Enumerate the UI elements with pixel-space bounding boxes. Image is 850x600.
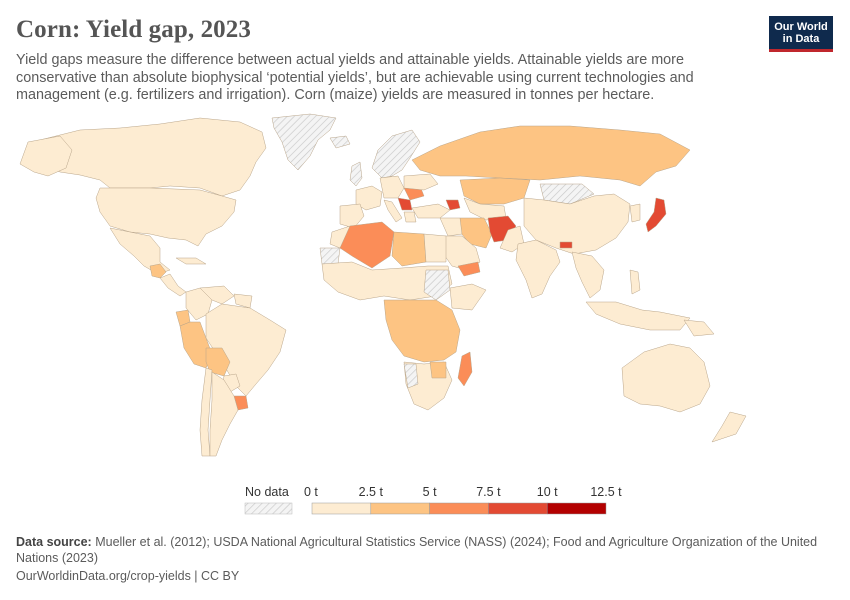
logo-line-2: in Data [782,33,820,45]
region-canada[interactable] [37,117,267,197]
legend-tick-label: 2.5 t [359,485,384,499]
source-line: Data source: Mueller et al. (2012); USDA… [16,534,826,566]
source-text: Mueller et al. (2012); USDA National Agr… [16,535,818,565]
legend-bin-0[interactable] [311,502,372,515]
region-zimbabwe[interactable] [429,361,447,379]
region-korea[interactable] [629,203,641,223]
region-papua[interactable] [683,319,715,337]
region-central-africa[interactable] [383,299,461,363]
region-japan[interactable] [645,197,667,233]
legend-tick-label: 5 t [423,485,437,499]
region-russia[interactable] [411,125,691,187]
source-url[interactable]: OurWorldinData.org/crop-yields | CC BY [16,569,240,583]
region-central-america[interactable] [159,273,187,297]
region-iraq-syria[interactable] [439,217,463,237]
region-mexico[interactable] [109,227,171,275]
region-france[interactable] [355,185,383,211]
legend-tick-label: 0 t [304,485,318,499]
region-turkey[interactable] [411,203,451,219]
logo-line-1: Our World [774,21,828,33]
region-alaska[interactable] [19,135,73,177]
region-philippines[interactable] [629,269,641,295]
legend-bin-2[interactable] [429,502,489,515]
region-southeast-asia[interactable] [571,251,605,299]
region-argentina[interactable] [209,371,239,457]
region-india[interactable] [515,239,561,299]
region-nepal[interactable] [559,241,573,249]
region-libya[interactable] [391,231,427,267]
chart-subtitle: Yield gaps measure the difference betwee… [16,52,694,103]
region-caucasus[interactable] [445,199,461,211]
source-label: Data source: [16,535,92,549]
region-iberia[interactable] [339,203,365,229]
region-indonesia[interactable] [585,301,691,331]
region-scandinavia[interactable] [371,129,421,179]
region-central-europe[interactable] [379,175,405,199]
region-china[interactable] [523,193,631,255]
legend: No data 0 t 2.5 t 5 t 7.5 t 10 t 12.5 t [244,485,622,515]
region-usa[interactable] [95,187,237,247]
region-italy[interactable] [383,199,403,223]
chart-title: Corn: Yield gap, 2023 [16,16,251,43]
region-greece[interactable] [403,211,417,223]
region-venezuela[interactable] [199,285,235,305]
legend-no-data-swatch[interactable] [244,502,293,515]
region-iceland[interactable] [329,135,351,149]
legend-tick-label: 10 t [537,485,558,499]
legend-tick-label: 12.5 t [590,485,622,499]
region-australia[interactable] [621,343,711,413]
legend-bin-3[interactable] [488,502,548,515]
region-algeria[interactable] [339,221,395,269]
legend-bin-4[interactable] [546,502,607,515]
region-namibia[interactable] [403,363,419,389]
legend-bin-1[interactable] [370,502,430,515]
region-serbia[interactable] [397,197,413,211]
owid-logo[interactable]: Our World in Data [769,16,833,52]
region-new-zealand[interactable] [711,411,747,443]
region-kazakhstan[interactable] [459,177,531,205]
region-yemen[interactable] [457,261,481,277]
legend-tick-label: 7.5 t [476,485,501,499]
region-cuba[interactable] [175,257,207,265]
region-ukraine[interactable] [403,173,439,191]
region-guatemala[interactable] [149,263,167,279]
region-western-sahara[interactable] [319,247,341,265]
world-map[interactable] [0,108,850,478]
region-sudan[interactable] [423,269,451,301]
region-mongolia[interactable] [539,183,595,205]
region-madagascar[interactable] [457,351,473,387]
region-greenland[interactable] [271,113,337,171]
region-egypt[interactable] [423,233,447,263]
footer: Data source: Mueller et al. (2012); USDA… [16,534,826,584]
region-uk[interactable] [349,161,363,187]
legend-no-data-label: No data [245,485,289,499]
region-ethiopia[interactable] [449,283,487,311]
